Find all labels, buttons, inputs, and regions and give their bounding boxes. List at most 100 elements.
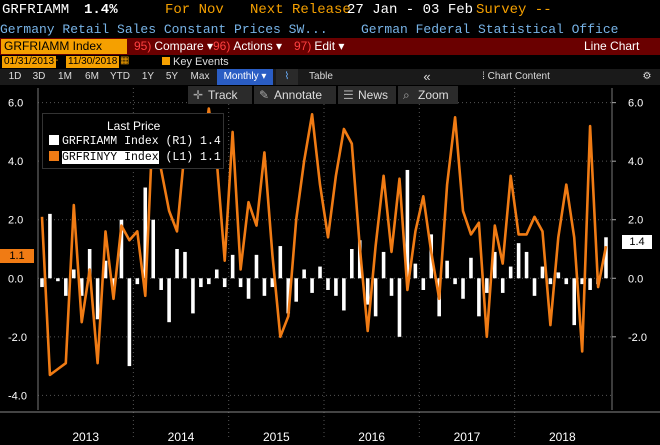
dropdown-arrow-icon: ▾ bbox=[203, 39, 214, 53]
x-tick-label: 2016 bbox=[358, 430, 385, 444]
right-tick-label: 2.0 bbox=[628, 215, 643, 227]
tab-1d[interactable]: 1D bbox=[8, 71, 22, 82]
frequency-select[interactable]: Monthly ▾ bbox=[217, 69, 273, 85]
bar bbox=[254, 254, 259, 279]
left-tick-label: 6.0 bbox=[8, 98, 23, 110]
chart-legend[interactable]: Last Price GRFRIAMM Index (R1) 1.4 GRFRI… bbox=[42, 113, 224, 169]
tab-ytd[interactable]: YTD bbox=[110, 71, 130, 82]
left-tick-label: 4.0 bbox=[8, 156, 23, 168]
bar bbox=[342, 278, 346, 311]
tab-6m[interactable]: 6M bbox=[85, 71, 99, 82]
bar bbox=[500, 278, 505, 293]
bar bbox=[143, 187, 148, 279]
right-tick-label: -2.0 bbox=[628, 332, 647, 344]
bar bbox=[222, 278, 227, 288]
bar bbox=[532, 278, 537, 296]
track-button[interactable]: ✛ Track bbox=[188, 86, 252, 104]
bar bbox=[48, 213, 52, 279]
settings-gear-icon[interactable]: ⚙ bbox=[642, 71, 652, 82]
bar bbox=[564, 278, 569, 285]
annotate-button[interactable]: ✎ Annotate bbox=[254, 86, 336, 104]
chart-type-label[interactable]: Line Chart bbox=[584, 39, 640, 53]
x-tick-label: 2018 bbox=[549, 430, 576, 444]
bar bbox=[548, 278, 553, 285]
bar bbox=[119, 219, 124, 279]
bar bbox=[469, 257, 473, 279]
news-button[interactable]: ☰ News bbox=[338, 86, 396, 104]
legend-row-grfrinyy[interactable]: GRFRINYY Index (L1) 1.1 bbox=[49, 151, 221, 164]
tab-5y[interactable]: 5Y bbox=[165, 71, 179, 82]
bar bbox=[278, 246, 283, 279]
bar bbox=[508, 266, 513, 279]
chart-content-label: Chart Content bbox=[487, 71, 550, 82]
tab-1y[interactable]: 1Y bbox=[141, 71, 155, 82]
compare-number: 95) bbox=[134, 39, 152, 53]
dropdown-arrow-icon: ▾ bbox=[335, 39, 345, 53]
end-date-input[interactable]: 11/30/2018 bbox=[66, 56, 120, 68]
bar bbox=[175, 249, 179, 279]
zoom-button[interactable]: ⌕ Zoom bbox=[398, 86, 458, 104]
legend-axis: (R1) bbox=[165, 135, 194, 148]
last-value: 1.4% bbox=[84, 2, 118, 18]
legend-series-name: GRFRINYY Index bbox=[62, 151, 159, 164]
tab-3d[interactable]: 3D bbox=[32, 71, 46, 82]
bar bbox=[580, 278, 584, 285]
line-chart-icon[interactable]: ⌇ bbox=[276, 69, 298, 85]
bar bbox=[389, 278, 394, 296]
edit-label: Edit bbox=[314, 39, 336, 53]
bar bbox=[405, 169, 410, 279]
key-events-toggle[interactable]: Key Events bbox=[162, 56, 229, 68]
chevron-down-icon: ▾ bbox=[258, 71, 267, 82]
bar bbox=[95, 278, 100, 320]
left-tick-label: -2.0 bbox=[8, 332, 27, 344]
tab-1m[interactable]: 1M bbox=[58, 71, 72, 82]
bar bbox=[588, 278, 592, 290]
security-description-row: Germany Retail Sales Constant Prices SW.… bbox=[0, 22, 660, 38]
compare-button[interactable]: 95) Compare ▾ bbox=[134, 39, 213, 54]
edit-button[interactable]: 97) Edit ▾ bbox=[294, 39, 344, 54]
x-axis: 2013 2014 2015 2016 2017 2018 bbox=[72, 430, 576, 444]
bar bbox=[334, 278, 338, 296]
bar-series bbox=[40, 169, 608, 367]
period-label: For Nov bbox=[165, 2, 224, 18]
legend-axis: (L1) bbox=[165, 151, 194, 164]
calendar-icon[interactable]: ▦ bbox=[120, 55, 130, 66]
edit-number: 97) bbox=[294, 39, 312, 53]
bar bbox=[540, 266, 545, 279]
actions-label: Actions bbox=[233, 39, 273, 53]
bar bbox=[350, 249, 354, 279]
left-tick-label: -4.0 bbox=[8, 390, 27, 402]
left-tick-label: 0.0 bbox=[8, 273, 23, 285]
security-input[interactable]: GRFRIAMM Index bbox=[1, 39, 127, 54]
legend-series-name: GRFRIAMM Index bbox=[62, 135, 159, 148]
actions-number: 96) bbox=[213, 39, 231, 53]
bar bbox=[572, 278, 577, 326]
bar bbox=[493, 251, 497, 279]
x-tick-label: 2017 bbox=[454, 430, 481, 444]
bar bbox=[79, 278, 84, 296]
collapse-icon[interactable]: « bbox=[423, 69, 431, 84]
tab-max[interactable]: Max bbox=[190, 71, 210, 82]
legend-row-grfriamm[interactable]: GRFRIAMM Index (R1) 1.4 bbox=[49, 135, 221, 148]
bar bbox=[87, 249, 92, 279]
bar bbox=[294, 278, 298, 302]
bar bbox=[310, 278, 314, 293]
chart-grid bbox=[0, 88, 660, 440]
bar bbox=[214, 269, 219, 279]
start-date-input[interactable]: 01/31/2013 bbox=[2, 56, 57, 68]
bar bbox=[246, 278, 251, 299]
bar bbox=[270, 278, 275, 288]
track-label: Track bbox=[208, 88, 238, 102]
key-events-label: Key Events bbox=[173, 56, 229, 68]
bar bbox=[524, 251, 529, 279]
bar bbox=[485, 278, 489, 293]
actions-button[interactable]: 96) Actions ▾ bbox=[213, 39, 282, 54]
bar bbox=[40, 278, 44, 288]
bar bbox=[461, 278, 465, 299]
bar bbox=[103, 260, 108, 279]
checkbox-icon bbox=[162, 57, 170, 65]
chart-content-button[interactable]: ⁞ Chart Content bbox=[476, 69, 556, 85]
chart-icon: ⁞ bbox=[482, 71, 488, 82]
tab-table[interactable]: Table bbox=[309, 71, 333, 82]
